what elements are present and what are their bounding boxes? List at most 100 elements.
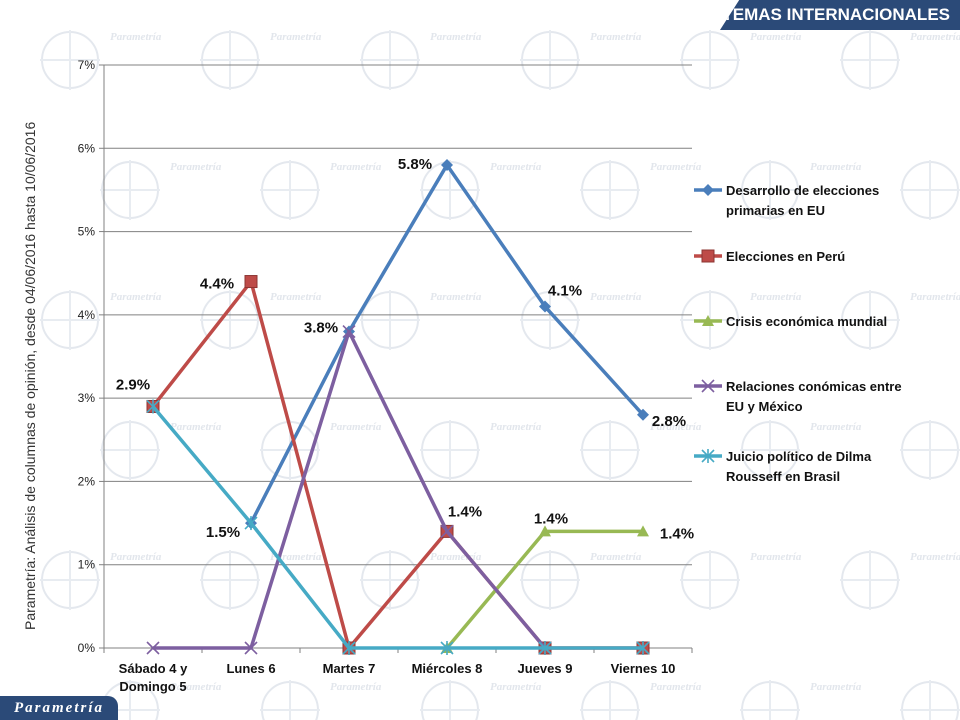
y-tick-label: 6%	[78, 141, 96, 155]
legend-label: Rousseff en Brasil	[726, 469, 840, 484]
parametria-logo: Parametría	[0, 696, 118, 720]
legend-item: Relaciones conómicas entre EU y México	[694, 379, 902, 414]
y-tick-label: 4%	[78, 308, 96, 322]
legend-marker	[701, 249, 715, 263]
data-point	[538, 641, 552, 655]
legend-marker	[701, 449, 715, 463]
legend-item: Crisis económica mundial	[694, 314, 887, 329]
watermark-text: Parametría	[810, 681, 862, 693]
legend-item: Juicio político de Dilma Rousseff en Bras…	[694, 449, 872, 484]
data-label: 1.4%	[534, 510, 568, 527]
watermark-text: Parametría	[330, 421, 382, 433]
marker-stroke	[146, 641, 160, 655]
watermark-text: Parametría	[430, 291, 482, 303]
data-point	[440, 524, 454, 538]
series-line	[445, 529, 643, 650]
data-point	[637, 525, 649, 537]
section-title: TEMAS INTERNACIONALES	[722, 5, 950, 24]
watermark-text: Parametría	[270, 31, 322, 43]
data-label: 2.8%	[652, 413, 686, 430]
watermark-text: Parametría	[110, 291, 162, 303]
legend-label: Juicio político de Dilma	[726, 449, 872, 464]
x-tick-label: Lunes 6	[226, 661, 275, 676]
legend-label: Desarrollo de elecciones	[726, 183, 879, 198]
legend-label: Crisis económica mundial	[726, 314, 887, 329]
watermark-text: Parametría	[170, 161, 222, 173]
watermark-text: Parametría	[490, 161, 542, 173]
watermark-text: Parametría	[490, 421, 542, 433]
legend-item: Elecciones en Perú	[694, 249, 845, 264]
logo-text: Parametría	[14, 699, 104, 716]
x-tick-label: Jueves 9	[518, 661, 573, 676]
watermark-text: Parametría	[170, 421, 222, 433]
y-tick-label: 7%	[78, 58, 96, 72]
series-2	[146, 275, 650, 655]
legend-label: Elecciones en Perú	[726, 249, 845, 264]
watermark-text: Parametría	[330, 161, 382, 173]
series-line	[249, 163, 645, 524]
watermark-text: Parametría	[590, 291, 642, 303]
marker-stroke	[440, 524, 454, 538]
data-label: 2.9%	[116, 376, 150, 393]
series-4	[146, 324, 552, 655]
marker-stroke	[701, 379, 715, 393]
legend-item: Desarrollo de elecciones primarias en EU	[694, 183, 879, 218]
watermark-text: Parametría	[910, 31, 960, 43]
watermark-text: Parametría	[650, 421, 702, 433]
watermark-text: Parametría	[270, 291, 322, 303]
data-point	[342, 641, 356, 655]
data-label: 1.5%	[206, 524, 240, 541]
watermark-text: Parametría	[330, 681, 382, 693]
x-tick-label: Martes 7	[323, 661, 376, 676]
watermark-text: Parametría	[170, 681, 222, 693]
y-tick-label: 5%	[78, 225, 96, 239]
data-point	[539, 300, 551, 313]
data-label: 1.4%	[448, 503, 482, 520]
legend-marker	[701, 379, 715, 393]
watermark-text: Parametría	[750, 291, 802, 303]
watermark-text: Parametría	[650, 161, 702, 173]
legend-marker	[702, 315, 714, 326]
watermark-text: Parametría	[490, 681, 542, 693]
watermark-text: Parametría	[810, 421, 862, 433]
x-tick-label: Domingo 5	[119, 679, 186, 694]
data-label: 5.8%	[398, 156, 432, 173]
y-tick-label: 1%	[78, 558, 96, 572]
data-point	[342, 324, 356, 339]
marker-stroke	[244, 641, 258, 655]
x-tick-label: Sábado 4 y	[119, 661, 188, 676]
series-line	[151, 279, 643, 650]
data-point	[440, 641, 454, 655]
watermark-text: Parametría	[910, 551, 960, 563]
watermark-text: Parametría	[590, 31, 642, 43]
data-point	[146, 641, 160, 655]
legend-marker	[702, 184, 714, 196]
section-title-banner: TEMAS INTERNACIONALES	[720, 0, 960, 30]
data-point	[244, 516, 258, 531]
watermark-text: Parametría	[810, 161, 862, 173]
watermark-text: Parametría	[590, 551, 642, 563]
data-point	[244, 641, 258, 655]
series-line	[151, 405, 643, 650]
watermark-text: Parametría	[430, 31, 482, 43]
watermark-text: Parametría	[270, 551, 322, 563]
data-label: 4.1%	[548, 283, 582, 300]
data-label: 3.8%	[304, 320, 338, 337]
data-point	[441, 158, 453, 171]
data-point	[146, 399, 160, 414]
x-tick-label: Viernes 10	[611, 661, 676, 676]
data-point	[244, 275, 258, 289]
watermark-text: Parametría	[650, 681, 702, 693]
data-point	[636, 641, 650, 655]
x-tick-label: Miércoles 8	[412, 661, 483, 676]
data-point	[637, 408, 649, 421]
watermark-text: Parametría	[910, 291, 960, 303]
legend-label: primarias en EU	[726, 203, 825, 218]
series-3	[441, 525, 649, 653]
legend-label: EU y México	[726, 399, 803, 414]
legend-label: Relaciones conómicas entre	[726, 379, 902, 394]
marker-stroke	[342, 324, 356, 339]
data-label: 4.4%	[200, 276, 234, 293]
